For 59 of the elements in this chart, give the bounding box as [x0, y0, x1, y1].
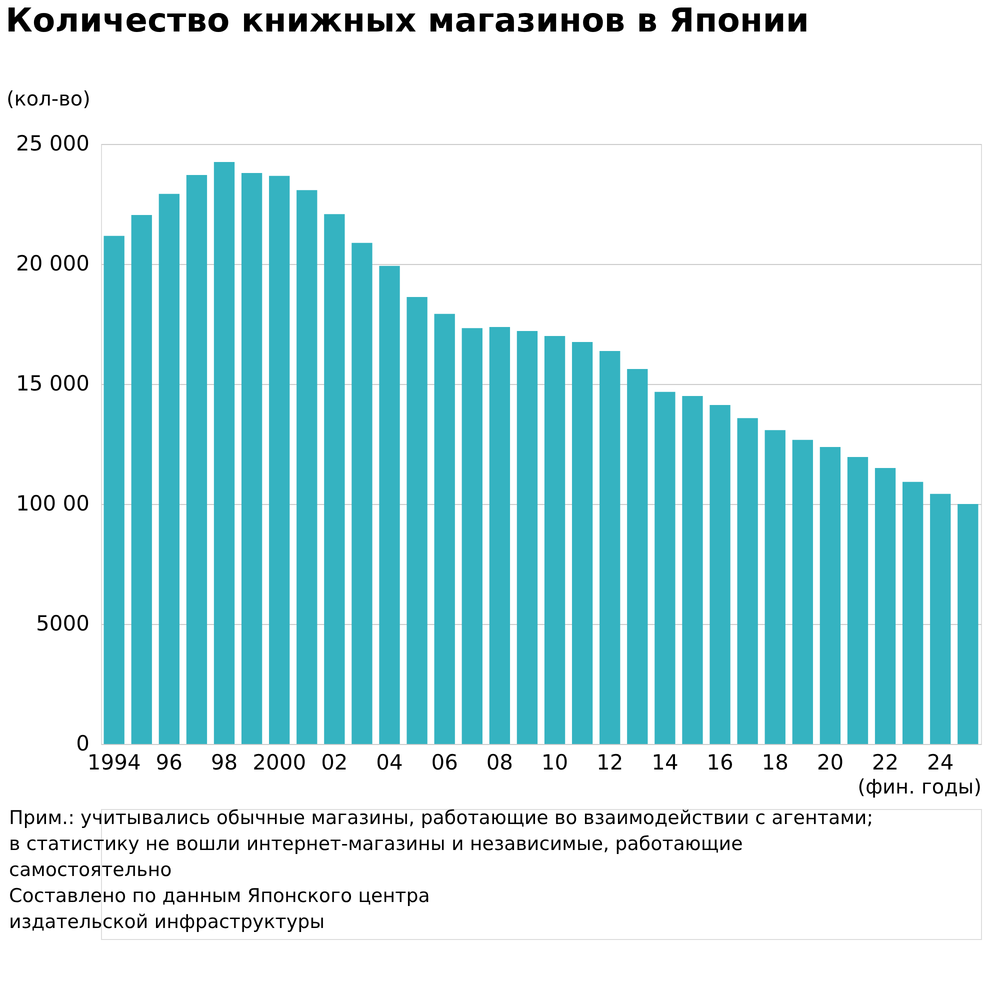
x-tick-label: 20	[816, 750, 844, 774]
y-tick-label: 15 000	[16, 372, 90, 396]
bar	[902, 482, 924, 744]
text: Составлено по данным Японского центра издательской инфраструктуры	[9, 885, 430, 933]
x-tick-label: 18	[762, 750, 788, 774]
x-tick-label: 98	[210, 750, 238, 774]
bar	[489, 327, 510, 744]
y-tick-label: 25 000	[16, 132, 90, 156]
x-tick-label: 14	[652, 750, 678, 774]
x-tick-label: 2000	[252, 750, 306, 774]
y-tick-label: 5000	[36, 612, 90, 636]
bar	[847, 456, 868, 744]
bar	[627, 369, 648, 744]
x-axis-title: (фин. годы)	[858, 774, 982, 798]
text: Прим.: учитывались обычные магазины, работающие во взаимодействии с агентами; в статистику не вошли интернет-магазины и независимые, работающие самостоятельно	[9, 807, 874, 881]
bar	[820, 447, 841, 744]
bar	[930, 494, 951, 744]
y-tick-label: 0	[76, 732, 90, 756]
bar	[214, 162, 235, 744]
bar	[737, 418, 758, 744]
x-tick-label: 02	[321, 750, 348, 774]
x-tick-label: 96	[156, 750, 183, 774]
bar	[710, 405, 730, 744]
bar	[352, 242, 372, 744]
y-axis-title: (кол-во)	[6, 86, 90, 110]
bar	[654, 392, 676, 744]
bar	[544, 336, 566, 744]
bar	[792, 440, 813, 744]
bar	[682, 396, 703, 744]
y-tick-label: 20 000	[16, 252, 90, 276]
bar	[572, 342, 593, 744]
bar	[186, 174, 208, 744]
y-tick-label: 100 00	[16, 492, 90, 516]
bar	[131, 215, 152, 744]
bar	[434, 314, 455, 744]
bar	[158, 194, 180, 744]
x-tick-label: 12	[596, 750, 624, 774]
bar	[296, 190, 318, 744]
bar	[269, 176, 290, 744]
bar	[462, 328, 482, 744]
x-tick-label: 10	[541, 750, 568, 774]
x-tick-label: 06	[431, 750, 458, 774]
bar	[104, 236, 124, 744]
bar	[958, 504, 978, 744]
bar	[764, 430, 786, 744]
bar	[874, 468, 896, 744]
bar	[379, 266, 400, 744]
x-tick-label: 22	[872, 750, 899, 774]
bar	[406, 297, 428, 744]
bar	[516, 330, 538, 744]
chart-title: Количество книжных магазинов в Японии	[6, 0, 809, 40]
x-tick-label: 24	[927, 750, 954, 774]
bar	[241, 173, 262, 744]
x-tick-label: 1994	[87, 750, 141, 774]
x-tick-label: 04	[376, 750, 403, 774]
x-tick-label: 08	[486, 750, 514, 774]
bar	[324, 214, 345, 744]
bar	[600, 351, 620, 744]
x-tick-label: 16	[706, 750, 734, 774]
